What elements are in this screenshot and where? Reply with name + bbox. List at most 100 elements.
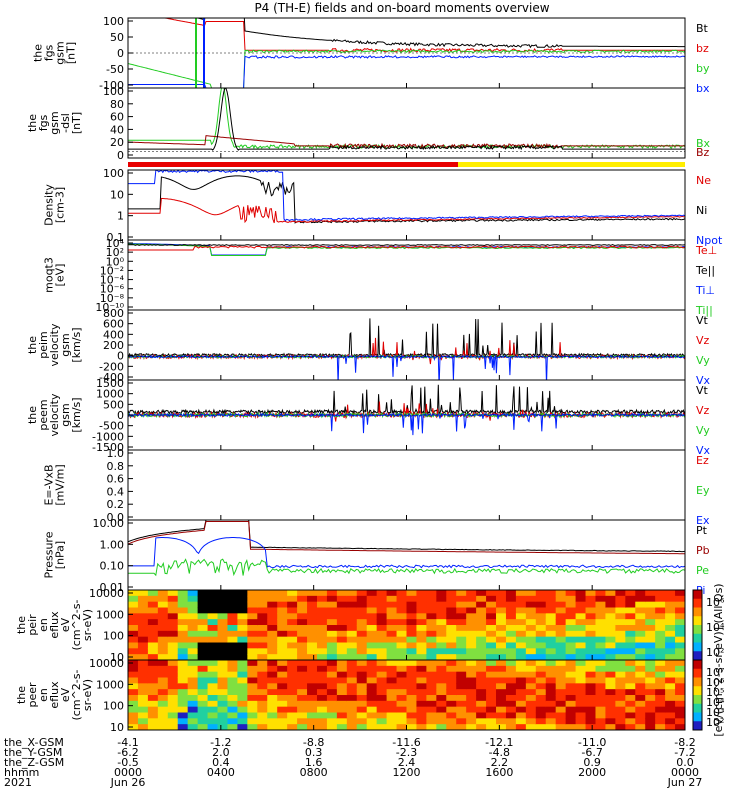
spectrogram-cell <box>197 683 209 690</box>
spectrogram-cell <box>297 595 308 603</box>
spectrogram-cell <box>366 724 378 730</box>
spectrogram-cell <box>505 660 517 667</box>
spectrogram-cell <box>525 642 537 649</box>
colorbar-tick: 10³ <box>706 706 724 719</box>
spectrogram-cell <box>326 625 338 632</box>
spectrogram-cell <box>436 607 447 614</box>
spectrogram-cell <box>187 625 199 632</box>
spectrogram-cell <box>635 595 646 603</box>
legend-pb: Pb <box>696 544 710 557</box>
spectrogram-cell <box>635 625 646 632</box>
spectrogram-cell <box>197 677 209 684</box>
spectrogram-cell <box>157 660 169 667</box>
spectrogram-cell <box>456 689 467 696</box>
spectrogram-cell <box>217 654 229 660</box>
spectrogram-cell <box>267 660 278 667</box>
spectrogram-cell <box>426 695 437 702</box>
pressure-ytick: 10.00 <box>93 517 125 530</box>
x-col-z: 2.2 <box>491 756 509 769</box>
legend-te: Te⊥ <box>695 244 717 257</box>
spectrogram-cell <box>336 607 348 614</box>
spectrogram-cell <box>446 660 457 667</box>
spectrogram-cell <box>307 671 318 679</box>
spectrogram-cell <box>336 648 348 655</box>
spectrogram-cell <box>505 671 517 679</box>
spectrogram-cell <box>137 613 149 620</box>
series-ne <box>128 197 685 224</box>
spectrogram-cell <box>635 706 646 714</box>
spectrogram-cell <box>247 695 258 702</box>
spectrogram-cell <box>535 677 547 684</box>
spectrogram-cell <box>307 601 318 609</box>
spectrogram-cell <box>297 683 308 690</box>
spectrogram-cell <box>605 724 616 730</box>
spectrogram-cell <box>316 595 328 603</box>
spectrogram-cell <box>277 718 288 725</box>
spectrogram-cell <box>147 718 159 725</box>
spectrogram-cell <box>326 677 338 684</box>
spectrogram-cell <box>575 619 587 626</box>
spectrogram-cell <box>605 636 616 644</box>
fgs_gsm-ylabel: fgs <box>43 44 56 61</box>
spectrogram-cell <box>486 683 497 690</box>
spectrogram-cell <box>147 619 159 626</box>
spectrogram-cell <box>476 613 487 620</box>
peer_spectrogram-plot-area <box>128 660 685 730</box>
spectrogram-cell <box>376 724 388 730</box>
spectrogram-cell <box>326 689 338 696</box>
spectrogram-cell <box>128 683 139 690</box>
fgs_gsm_dsl-ytick: 20 <box>110 136 124 149</box>
spectrogram-cell <box>565 718 577 725</box>
spectrogram-cell <box>376 595 388 603</box>
spectrogram-cell <box>257 706 268 714</box>
peir_spectrogram-plot-area <box>128 590 685 660</box>
spectrogram-cell <box>207 695 219 702</box>
spectrogram-cell <box>496 601 507 609</box>
spectrogram-cell <box>645 595 656 603</box>
x-col-hhmm: 0400 <box>207 766 235 779</box>
spectrogram-cell <box>476 671 487 679</box>
spectrogram-cell <box>346 718 358 725</box>
spectrogram-cell <box>128 706 139 714</box>
spectrogram-cell <box>585 595 597 603</box>
spectrogram-cell <box>366 706 378 714</box>
spectrogram-cell <box>287 695 298 702</box>
spectrogram-cell <box>645 718 656 725</box>
spectrogram-cell <box>426 660 437 667</box>
spectrogram-cell <box>297 660 308 667</box>
spectrogram-cell <box>466 590 477 597</box>
spectrogram-cell <box>177 706 189 714</box>
spectrogram-cell <box>247 630 258 638</box>
spectrogram-cell <box>297 718 308 725</box>
spectrogram-cell <box>525 636 537 644</box>
spectrogram-cell <box>336 695 348 702</box>
spectrogram-cell <box>356 671 368 679</box>
spectrogram-cell <box>605 718 616 725</box>
spectrogram-cell <box>237 677 248 684</box>
spectrogram-cell <box>316 648 328 655</box>
spectrogram-cell <box>356 613 368 620</box>
spectrogram-cell <box>326 619 338 626</box>
spectrogram-cell <box>595 706 607 714</box>
spectrogram-cell <box>356 648 368 655</box>
spectrogram-cell <box>665 601 676 609</box>
spectrogram-cell <box>227 625 239 632</box>
spectrogram-cell <box>565 689 577 696</box>
spectrogram-cell <box>287 595 298 603</box>
spectrogram-cell <box>496 636 507 644</box>
spectrogram-cell <box>406 683 418 690</box>
spectrogram-cell <box>515 677 527 684</box>
peer_spectrogram-ylabel: eflux <box>48 681 61 709</box>
spectrogram-cell <box>396 706 408 714</box>
spectrogram-cell <box>128 700 139 708</box>
spectrogram-cell <box>406 648 418 655</box>
spectrogram-cell <box>237 706 248 714</box>
spectrogram-cell <box>147 613 159 620</box>
series-pe <box>128 558 685 577</box>
spectrogram-cell <box>675 660 685 667</box>
spectrogram-cell <box>137 625 149 632</box>
spectrogram-cell <box>515 654 527 660</box>
spectrogram-cell <box>505 642 517 649</box>
spectrogram-cell <box>137 665 149 673</box>
spectrogram-cell <box>615 642 626 649</box>
